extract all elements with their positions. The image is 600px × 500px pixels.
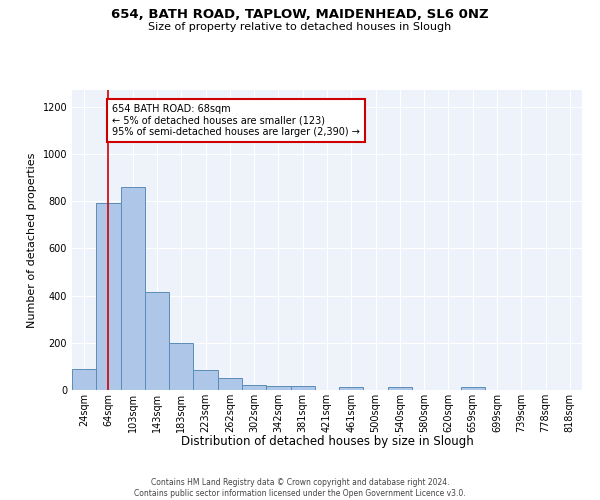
Bar xyxy=(72,368,96,390)
Bar xyxy=(145,292,169,390)
Bar xyxy=(290,386,315,390)
Y-axis label: Number of detached properties: Number of detached properties xyxy=(27,152,37,328)
Bar xyxy=(121,187,145,390)
Text: Contains HM Land Registry data © Crown copyright and database right 2024.
Contai: Contains HM Land Registry data © Crown c… xyxy=(134,478,466,498)
Bar xyxy=(96,204,121,390)
Bar xyxy=(388,387,412,390)
Bar xyxy=(339,387,364,390)
Bar xyxy=(242,385,266,390)
Bar xyxy=(218,378,242,390)
Text: Distribution of detached houses by size in Slough: Distribution of detached houses by size … xyxy=(181,435,473,448)
Bar xyxy=(266,386,290,390)
Bar xyxy=(461,387,485,390)
Bar xyxy=(169,343,193,390)
Text: Size of property relative to detached houses in Slough: Size of property relative to detached ho… xyxy=(148,22,452,32)
Text: 654 BATH ROAD: 68sqm
← 5% of detached houses are smaller (123)
95% of semi-detac: 654 BATH ROAD: 68sqm ← 5% of detached ho… xyxy=(112,104,360,138)
Bar xyxy=(193,370,218,390)
Text: 654, BATH ROAD, TAPLOW, MAIDENHEAD, SL6 0NZ: 654, BATH ROAD, TAPLOW, MAIDENHEAD, SL6 … xyxy=(111,8,489,20)
